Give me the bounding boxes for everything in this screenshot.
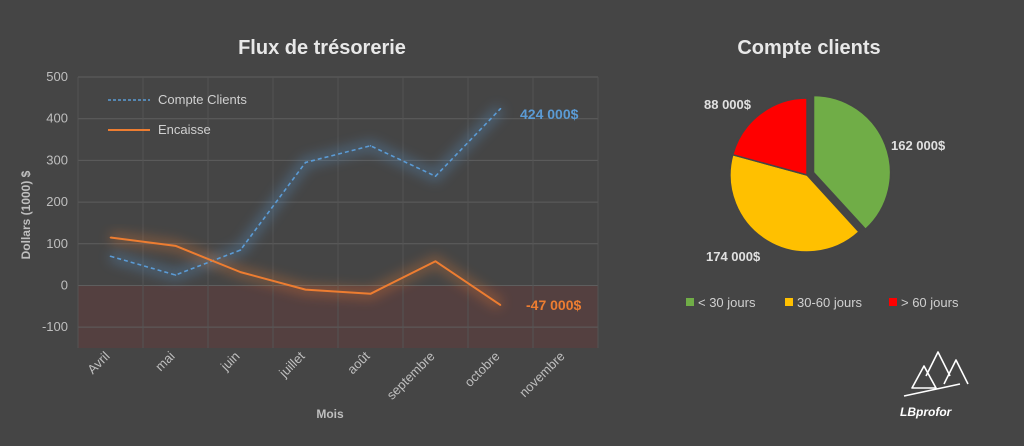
series-lines <box>109 107 502 306</box>
y-tick-label: 100 <box>46 236 68 251</box>
data-point <box>239 249 242 251</box>
data-point <box>109 255 112 258</box>
data-point <box>434 175 437 178</box>
y-tick-label: 0 <box>61 277 68 292</box>
pie-slice-gt60 <box>731 97 808 176</box>
y-tick-label: 500 <box>46 69 68 84</box>
data-point <box>434 260 437 263</box>
tree-icon <box>903 351 969 397</box>
legend-label-lt30: < 30 jours <box>698 295 756 310</box>
x-tick-label: août <box>344 348 373 377</box>
pie-chart-legend: < 30 jours 30-60 jours > 60 jours <box>686 295 959 310</box>
data-point <box>499 107 502 110</box>
x-tick-labels: Avril mai juin juillet août septembre octobre n… <box>84 348 567 402</box>
x-tick-label: septembre <box>384 349 438 403</box>
x-axis-label: Mois <box>316 407 344 421</box>
pie-label-30-60: 174 000$ <box>706 249 761 264</box>
y-tick-label: 200 <box>46 194 68 209</box>
x-tick-label: juin <box>217 349 243 375</box>
end-label-compte-clients: 424 000$ <box>520 106 579 122</box>
x-tick-label: juillet <box>275 348 308 381</box>
data-point <box>369 144 372 147</box>
x-tick-label: Avril <box>84 348 112 376</box>
line-chart: 500 400 300 200 100 0 -100 Avril mai juin juillet… <box>42 69 599 403</box>
pie-label-lt30: 162 000$ <box>891 138 946 153</box>
y-tick-label: 400 <box>46 111 68 126</box>
data-point <box>499 304 502 306</box>
data-point <box>109 236 112 239</box>
x-tick-label: mai <box>152 348 177 373</box>
pie-label-gt60: 88 000$ <box>704 97 752 112</box>
data-point <box>174 245 177 247</box>
line-chart-legend: Compte Clients Encaisse <box>108 92 247 137</box>
series-glow <box>109 105 505 310</box>
legend-label-compte-clients: Compte Clients <box>158 92 247 107</box>
brand-logo: LBprofor <box>900 351 969 419</box>
brand-name: LBprofor <box>900 405 953 419</box>
legend-label-30-60: 30-60 jours <box>797 295 863 310</box>
data-point <box>174 274 177 276</box>
y-tick-labels: 500 400 300 200 100 0 -100 <box>42 69 68 334</box>
x-tick-label: octobre <box>461 349 502 390</box>
data-point <box>239 271 242 273</box>
y-tick-label: 300 <box>46 152 68 167</box>
legend-swatch-30-60 <box>785 298 793 306</box>
pie-slice-lt30 <box>812 94 892 231</box>
legend-label-encaisse: Encaisse <box>158 122 211 137</box>
legend-swatch-gt60 <box>889 298 897 306</box>
end-label-encaisse: -47 000$ <box>526 297 581 313</box>
legend-label-gt60: > 60 jours <box>901 295 959 310</box>
pie-chart-title: Compte clients <box>737 37 880 59</box>
x-tick-label: novembre <box>516 349 567 400</box>
data-point <box>304 161 307 164</box>
y-axis-label: Dollars (1000) $ <box>19 170 33 259</box>
data-point <box>369 293 372 295</box>
legend-swatch-lt30 <box>686 298 694 306</box>
pie-chart <box>729 94 892 253</box>
data-point <box>304 288 307 291</box>
pie-slice-d30_60 <box>729 153 861 253</box>
y-tick-label: -100 <box>42 319 68 334</box>
line-chart-title: Flux de trésorerie <box>238 37 406 59</box>
